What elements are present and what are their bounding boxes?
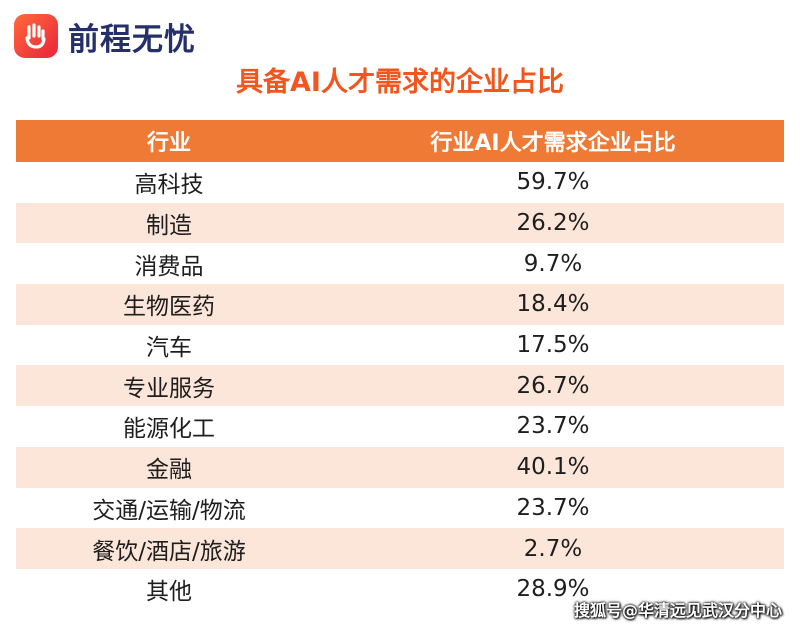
table-row: 汽车 17.5%: [16, 324, 784, 366]
table-row: 制造 26.2%: [16, 202, 784, 244]
industry-cell: 其他: [16, 568, 322, 610]
share-cell: 2.7%: [322, 528, 784, 569]
column-header-industry: 行业: [16, 120, 322, 162]
industry-cell: 餐饮/酒店/旅游: [16, 528, 322, 569]
industry-cell: 专业服务: [16, 365, 322, 407]
table-row: 餐饮/酒店/旅游 2.7%: [16, 528, 784, 569]
table-body: 高科技 59.7% 制造 26.2% 消费品 9.7% 生物医药 18.4% 汽车 17.5% 专业…: [16, 162, 784, 610]
industry-cell: 制造: [16, 202, 322, 244]
table-row: 专业服务 26.7%: [16, 365, 784, 407]
data-table: 行业 行业AI人才需求企业占比 高科技 59.7% 制造 26.2% 消费品 9.7% 生物…: [16, 120, 784, 610]
industry-cell: 生物医药: [16, 284, 322, 325]
share-cell: 17.5%: [322, 324, 784, 366]
industry-cell: 能源化工: [16, 406, 322, 447]
industry-cell: 汽车: [16, 324, 322, 366]
share-cell: 18.4%: [322, 284, 784, 325]
table-row: 能源化工 23.7%: [16, 406, 784, 447]
brand-name: 前程无忧: [68, 21, 196, 58]
share-cell: 26.2%: [322, 202, 784, 244]
table-row: 生物医药 18.4%: [16, 284, 784, 325]
watermark: 搜狐号@华清远见武汉分中心: [573, 601, 782, 620]
share-cell: 40.1%: [322, 446, 784, 488]
industry-cell: 消费品: [16, 243, 322, 285]
share-cell: 9.7%: [322, 243, 784, 285]
brand-logo: 前程无忧: [14, 12, 196, 60]
column-header-share: 行业AI人才需求企业占比: [322, 120, 784, 162]
industry-cell: 交通/运输/物流: [16, 487, 322, 529]
share-cell: 26.7%: [322, 365, 784, 407]
share-cell: 23.7%: [322, 487, 784, 529]
industry-cell: 高科技: [16, 162, 322, 203]
table-row: 消费品 9.7%: [16, 243, 784, 285]
table-row: 其他 28.9%: [16, 568, 784, 610]
hand-icon: [14, 14, 58, 58]
table-header-row: 行业 行业AI人才需求企业占比: [16, 120, 784, 162]
share-cell: 23.7%: [322, 406, 784, 447]
table-row: 交通/运输/物流 23.7%: [16, 487, 784, 529]
page-title: 具备AI人才需求的企业占比: [236, 67, 564, 98]
share-cell: 59.7%: [322, 162, 784, 203]
table-row: 高科技 59.7%: [16, 162, 784, 203]
industry-cell: 金融: [16, 446, 322, 488]
share-cell: 28.9%: [322, 568, 784, 610]
table-row: 金融 40.1%: [16, 446, 784, 488]
